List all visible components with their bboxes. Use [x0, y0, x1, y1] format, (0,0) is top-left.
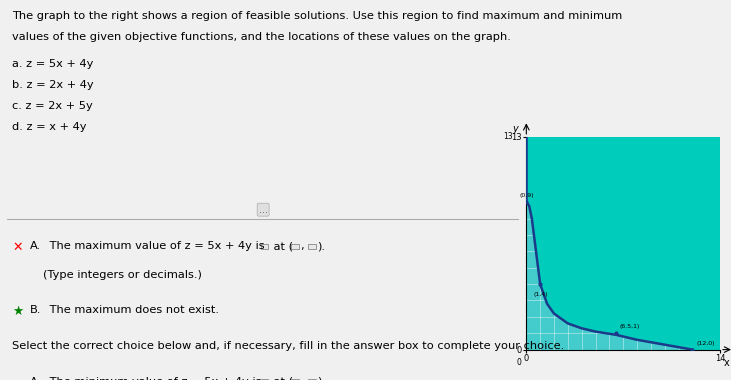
- Text: d. z = x + 4y: d. z = x + 4y: [12, 122, 87, 132]
- Text: c. z = 2x + 5y: c. z = 2x + 5y: [12, 101, 93, 111]
- FancyBboxPatch shape: [308, 244, 316, 249]
- Text: The graph to the right shows a region of feasible solutions. Use this region to : The graph to the right shows a region of…: [12, 11, 623, 21]
- Text: B.: B.: [31, 306, 42, 315]
- Text: b. z = 2x + 4y: b. z = 2x + 4y: [12, 81, 94, 90]
- Text: at (: at (: [270, 241, 293, 251]
- Text: The maximum value of z = 5x + 4y is: The maximum value of z = 5x + 4y is: [45, 241, 265, 251]
- Text: ...: ...: [259, 205, 268, 215]
- FancyBboxPatch shape: [292, 244, 299, 249]
- Text: ,: ,: [300, 377, 304, 380]
- Text: (Type integers or decimals.): (Type integers or decimals.): [43, 270, 202, 280]
- Text: (6.5,1): (6.5,1): [619, 324, 640, 329]
- Text: (1,4): (1,4): [533, 291, 548, 296]
- Polygon shape: [526, 137, 720, 350]
- Text: (0,9): (0,9): [520, 193, 534, 198]
- Text: a. z = 5x + 4y: a. z = 5x + 4y: [12, 60, 94, 70]
- Text: A.: A.: [31, 377, 42, 380]
- Text: y: y: [512, 124, 518, 134]
- Text: at (: at (: [270, 377, 293, 380]
- Text: The maximum does not exist.: The maximum does not exist.: [45, 306, 219, 315]
- Text: values of the given objective functions, and the locations of these values on th: values of the given objective functions,…: [12, 32, 511, 42]
- FancyBboxPatch shape: [308, 379, 316, 380]
- FancyBboxPatch shape: [260, 379, 268, 380]
- Text: x: x: [724, 358, 730, 368]
- Text: The minimum value of z = 5x + 4y is: The minimum value of z = 5x + 4y is: [45, 377, 261, 380]
- Text: ).: ).: [317, 377, 325, 380]
- Text: ,: ,: [300, 241, 304, 251]
- Text: Select the correct choice below and, if necessary, fill in the answer box to com: Select the correct choice below and, if …: [12, 341, 564, 351]
- Text: A.: A.: [31, 241, 42, 251]
- Text: 13: 13: [503, 132, 512, 141]
- Text: ★: ★: [12, 306, 23, 318]
- Text: 0: 0: [517, 358, 522, 367]
- Text: ).: ).: [317, 241, 325, 251]
- Text: ✕: ✕: [12, 241, 23, 254]
- FancyBboxPatch shape: [260, 244, 268, 249]
- Text: (12,0): (12,0): [697, 341, 715, 346]
- FancyBboxPatch shape: [292, 379, 299, 380]
